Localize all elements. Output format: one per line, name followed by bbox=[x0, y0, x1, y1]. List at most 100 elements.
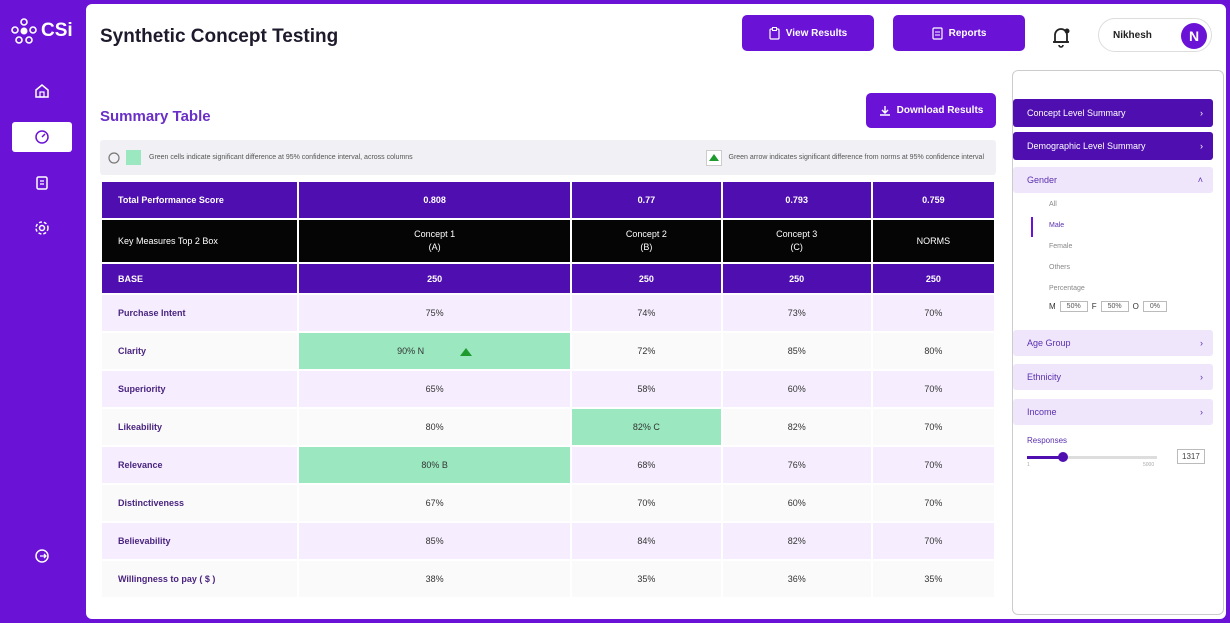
pct-input-female[interactable]: 50% bbox=[1100, 301, 1129, 312]
column-code: (C) bbox=[790, 242, 803, 252]
legend-arrow-text: Green arrow indicates significant differ… bbox=[728, 154, 985, 161]
performance-score-cell: 0.808 bbox=[299, 182, 571, 218]
cell-value: 85% bbox=[425, 536, 444, 546]
responses-slider-handle[interactable] bbox=[1058, 452, 1069, 462]
table-row: Believability 85% 84% 82% 70% bbox=[102, 523, 994, 559]
table-row: Likeability 80% 82% C 82% 70% bbox=[102, 409, 994, 445]
gender-option-female[interactable]: Female bbox=[1049, 243, 1073, 250]
user-name: Nikhesh bbox=[1113, 29, 1152, 41]
responses-label: Responses bbox=[1027, 436, 1068, 445]
cell-value: 35% bbox=[637, 574, 656, 584]
cell-value: 72% bbox=[637, 346, 656, 356]
table-cell: 80% bbox=[299, 409, 571, 445]
cell-value: 65% bbox=[425, 384, 444, 394]
cell-value: 75% bbox=[425, 308, 444, 318]
responses-value-input[interactable]: 1317 bbox=[1177, 449, 1205, 464]
dashboard-icon bbox=[35, 130, 49, 144]
base-cell: 250 bbox=[572, 264, 721, 293]
row-label: Likeability bbox=[102, 409, 297, 445]
gender-option-all[interactable]: All bbox=[1049, 201, 1057, 208]
pct-input-others[interactable]: 0% bbox=[1142, 301, 1167, 312]
green-cell-swatch bbox=[126, 150, 141, 165]
table-cell: 68% bbox=[572, 447, 721, 483]
chevron-right-icon: › bbox=[1200, 141, 1203, 151]
download-results-button[interactable]: Download Results bbox=[866, 93, 996, 128]
table-cell: 85% bbox=[299, 523, 571, 559]
filter-panel: Concept Level Summary › Demographic Leve… bbox=[1012, 70, 1224, 615]
gender-option-male[interactable]: Male bbox=[1049, 222, 1065, 229]
gender-option-others[interactable]: Others bbox=[1049, 264, 1071, 271]
cell-value: 82% C bbox=[632, 422, 660, 432]
user-menu[interactable]: Nikhesh N bbox=[1098, 18, 1212, 52]
table-cell: 60% bbox=[722, 485, 871, 521]
cell-value: 80% B bbox=[421, 460, 448, 470]
cell-value: 85% bbox=[787, 346, 806, 356]
reports-label: Reports bbox=[948, 27, 987, 39]
sidebar-item-logout[interactable] bbox=[12, 541, 72, 571]
sidebar-item-documents[interactable] bbox=[12, 168, 72, 198]
view-results-label: View Results bbox=[785, 27, 848, 39]
cell-value: 84% bbox=[637, 536, 656, 546]
gender-percentage-inputs: M 50% F 50% O 0% bbox=[1049, 301, 1167, 312]
cell-value: 70% bbox=[924, 422, 943, 432]
sidebar-item-home[interactable] bbox=[12, 76, 72, 106]
view-results-button[interactable]: View Results bbox=[742, 15, 874, 51]
column-header: Concept 1 (A) bbox=[299, 220, 571, 262]
significance-up-arrow-icon bbox=[460, 347, 473, 356]
pct-input-male[interactable]: 50% bbox=[1059, 301, 1088, 312]
chevron-up-icon: ˄ bbox=[1197, 175, 1203, 185]
row-label: Relevance bbox=[102, 447, 297, 483]
table-cell: 70% bbox=[872, 295, 994, 331]
gender-option-percentage[interactable]: Percentage bbox=[1049, 285, 1085, 292]
sidebar-item-dashboard[interactable] bbox=[12, 122, 72, 152]
brand-logo: CSi bbox=[10, 18, 73, 44]
cell-value: 82% bbox=[787, 422, 806, 432]
table-cell: 85% bbox=[722, 333, 871, 369]
cell-value: 67% bbox=[425, 498, 444, 508]
report-icon bbox=[931, 26, 943, 40]
reports-button[interactable]: Reports bbox=[893, 15, 1025, 51]
gender-filter-header[interactable]: Gender ˄ bbox=[1013, 167, 1213, 193]
chevron-right-icon: › bbox=[1200, 338, 1203, 348]
demographic-level-summary-button[interactable]: Demographic Level Summary › bbox=[1013, 132, 1213, 160]
table-cell: 70% bbox=[872, 523, 994, 559]
table-cell: 75% bbox=[299, 295, 571, 331]
table-cell: 38% bbox=[299, 561, 571, 597]
column-header-row: Key Measures Top 2 Box Concept 1 (A) Concep… bbox=[102, 220, 994, 262]
age-group-filter-header[interactable]: Age Group › bbox=[1013, 330, 1213, 356]
responses-slider-track[interactable] bbox=[1027, 456, 1157, 459]
row-label: Total Performance Score bbox=[102, 182, 297, 218]
column-name: Concept 3 bbox=[776, 229, 818, 239]
row-label: Believability bbox=[102, 523, 297, 559]
table-row: Willingness to pay ( $ ) 38% 35% 36% 35% bbox=[102, 561, 994, 597]
performance-score-cell: 0.77 bbox=[572, 182, 721, 218]
age-group-label: Age Group bbox=[1027, 338, 1071, 348]
summary-title: Summary Table bbox=[100, 108, 211, 125]
table-cell: 82% bbox=[722, 523, 871, 559]
notification-button[interactable] bbox=[1050, 25, 1072, 49]
pct-key-female: F bbox=[1091, 302, 1097, 311]
cell-value: 60% bbox=[787, 498, 806, 508]
cell-value: 80% bbox=[924, 346, 943, 356]
row-label: Key Measures Top 2 Box bbox=[102, 220, 297, 262]
income-filter-header[interactable]: Income › bbox=[1013, 399, 1213, 425]
green-arrow-swatch bbox=[705, 149, 722, 166]
cell-value: 70% bbox=[924, 460, 943, 470]
table-cell: 82% bbox=[722, 409, 871, 445]
pct-key-others: O bbox=[1132, 302, 1139, 311]
cell-value: 38% bbox=[425, 574, 444, 584]
column-code: (B) bbox=[640, 242, 653, 252]
performance-score-row: Total Performance Score 0.808 0.77 0.793 0.7… bbox=[102, 182, 994, 218]
cell-value: 68% bbox=[637, 460, 656, 470]
column-name: Concept 1 bbox=[414, 229, 456, 239]
clipboard-icon bbox=[769, 26, 780, 40]
table-cell: 67% bbox=[299, 485, 571, 521]
table-cell: 80% bbox=[872, 333, 994, 369]
table-row: Purchase Intent 75% 74% 73% 70% bbox=[102, 295, 994, 331]
base-cell: 250 bbox=[722, 264, 871, 293]
sidebar-item-settings[interactable] bbox=[12, 213, 72, 243]
concept-level-summary-button[interactable]: Concept Level Summary › bbox=[1013, 99, 1213, 127]
chevron-right-icon: › bbox=[1200, 407, 1203, 417]
row-label: BASE bbox=[102, 264, 297, 293]
ethnicity-filter-header[interactable]: Ethnicity › bbox=[1013, 364, 1213, 390]
